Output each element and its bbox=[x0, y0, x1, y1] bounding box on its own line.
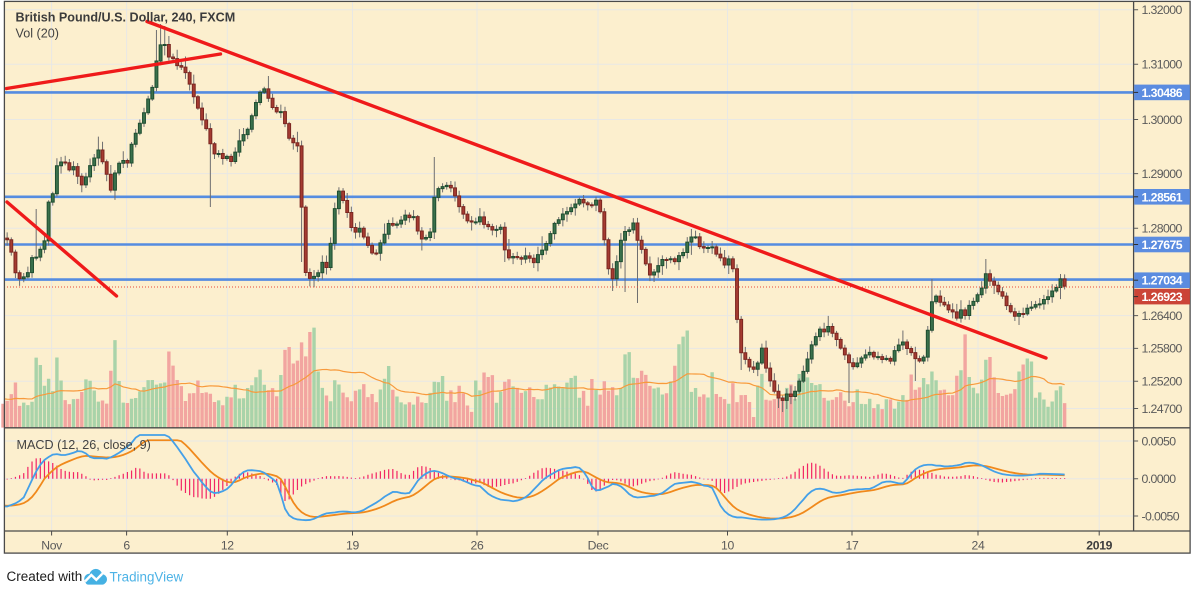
svg-text:Vol (20): Vol (20) bbox=[16, 27, 59, 41]
svg-text:1.24700: 1.24700 bbox=[1142, 402, 1183, 416]
svg-text:2019: 2019 bbox=[1086, 539, 1112, 553]
svg-text:British Pound/U.S. Dollar, 240: British Pound/U.S. Dollar, 240, FXCM bbox=[16, 11, 236, 25]
svg-text:Dec: Dec bbox=[588, 539, 609, 553]
svg-text:1.29000: 1.29000 bbox=[1142, 167, 1183, 181]
svg-text:Created with: Created with bbox=[7, 569, 83, 584]
svg-text:1.27034: 1.27034 bbox=[1142, 274, 1183, 288]
svg-text:1.32000: 1.32000 bbox=[1142, 3, 1183, 17]
svg-text:0.0000: 0.0000 bbox=[1142, 472, 1177, 486]
svg-text:Nov: Nov bbox=[41, 539, 63, 553]
svg-text:12: 12 bbox=[221, 539, 234, 553]
svg-text:1.30000: 1.30000 bbox=[1142, 113, 1183, 127]
svg-text:1.28000: 1.28000 bbox=[1142, 222, 1183, 236]
svg-text:TradingView: TradingView bbox=[110, 570, 184, 585]
svg-text:26: 26 bbox=[471, 539, 484, 553]
svg-text:1.28561: 1.28561 bbox=[1142, 190, 1183, 204]
svg-text:19: 19 bbox=[346, 539, 359, 553]
svg-text:1.26923: 1.26923 bbox=[1142, 290, 1183, 304]
svg-text:1.27675: 1.27675 bbox=[1142, 238, 1183, 252]
svg-text:10: 10 bbox=[721, 539, 734, 553]
svg-text:1.31000: 1.31000 bbox=[1142, 58, 1183, 72]
svg-text:17: 17 bbox=[846, 539, 859, 553]
svg-text:24: 24 bbox=[972, 539, 985, 553]
svg-text:1.26400: 1.26400 bbox=[1142, 309, 1183, 323]
svg-text:1.25200: 1.25200 bbox=[1142, 375, 1183, 389]
svg-text:6: 6 bbox=[123, 539, 130, 553]
svg-text:1.30486: 1.30486 bbox=[1142, 86, 1183, 100]
svg-text:1.25800: 1.25800 bbox=[1142, 342, 1183, 356]
svg-text:-0.0050: -0.0050 bbox=[1142, 509, 1180, 523]
svg-text:MACD (12, 26, close, 9): MACD (12, 26, close, 9) bbox=[17, 438, 151, 452]
svg-text:0.0050: 0.0050 bbox=[1142, 434, 1177, 448]
